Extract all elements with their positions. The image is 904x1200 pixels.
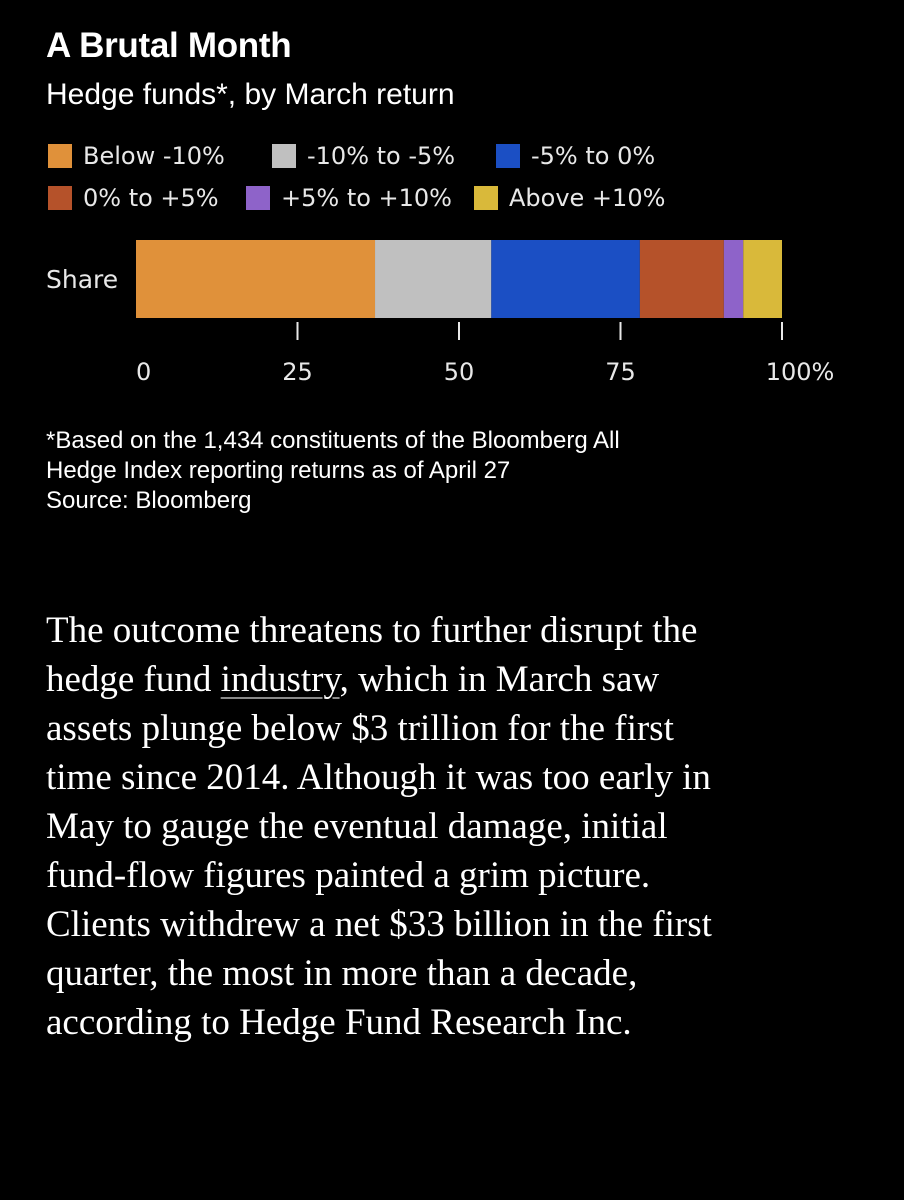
legend-swatch xyxy=(474,186,498,210)
x-tick-label: 100% xyxy=(766,358,835,386)
legend-item-minus-5-to-0: -5% to 0% xyxy=(496,142,655,170)
legend-swatch xyxy=(246,186,270,210)
article-line: fund-flow figures painted a grim picture… xyxy=(46,855,651,896)
legend-swatch xyxy=(48,144,72,168)
x-tick-label: 25 xyxy=(282,358,313,386)
footnote-line: Hedge Index reporting returns as of Apri… xyxy=(46,457,511,484)
legend-item-plus-5-to-plus-10: +5% to +10% xyxy=(246,184,452,212)
article-line: hedge fund industry, which in March saw xyxy=(46,655,876,704)
article-line: Clients withdrew a net $33 billion in th… xyxy=(46,904,712,945)
legend-swatch xyxy=(48,186,72,210)
footnote-line: *Based on the 1,434 constituents of the … xyxy=(46,427,620,454)
article-line: assets plunge below $3 trillion for the … xyxy=(46,708,674,749)
article-line: time since 2014. Although it was too ear… xyxy=(46,757,711,798)
legend-item-0-to-plus-5: 0% to +5% xyxy=(48,184,219,212)
source-line: Source: Bloomberg xyxy=(46,487,252,514)
bar-segment-0 xyxy=(136,240,376,318)
bar-segment-4 xyxy=(723,240,744,318)
legend-item-above-plus-10: Above +10% xyxy=(474,184,665,212)
legend-item-minus-10-to-minus-5: -10% to -5% xyxy=(272,142,455,170)
article-paragraph: The outcome threatens to further disrupt… xyxy=(46,606,876,1047)
legend-label: -5% to 0% xyxy=(531,142,656,170)
bar-segment-1 xyxy=(375,240,492,318)
chart-title: A Brutal Month xyxy=(46,26,292,65)
x-tick-label: 75 xyxy=(605,358,636,386)
bar-segment-5 xyxy=(743,240,782,318)
legend-label: 0% to +5% xyxy=(83,184,219,212)
legend-label: -10% to -5% xyxy=(307,142,456,170)
industry-link[interactable]: industry xyxy=(220,659,340,700)
chart-footnote: *Based on the 1,434 constituents of the … xyxy=(46,426,620,516)
legend-swatch xyxy=(272,144,296,168)
legend-item-below-minus-10: Below -10% xyxy=(48,142,225,170)
legend-label: Above +10% xyxy=(509,184,666,212)
bar-segment-2 xyxy=(491,240,640,318)
article-line: May to gauge the eventual damage, initia… xyxy=(46,806,668,847)
legend-label: Below -10% xyxy=(83,142,225,170)
legend-swatch xyxy=(496,144,520,168)
article-line: according to Hedge Fund Research Inc. xyxy=(46,1002,632,1043)
article-text: , which in March saw xyxy=(339,659,660,700)
legend-label: +5% to +10% xyxy=(281,184,452,212)
bar-segment-3 xyxy=(639,240,724,318)
article-text: hedge fund xyxy=(46,659,221,700)
article-line: quarter, the most in more than a decade, xyxy=(46,953,638,994)
stacked-bar-chart: Share 0 25 50 75 100% xyxy=(46,240,835,386)
category-label: Share xyxy=(46,265,118,294)
chart-subtitle: Hedge funds*, by March return xyxy=(46,78,455,111)
x-tick-label: 50 xyxy=(444,358,475,386)
article-line: The outcome threatens to further disrupt… xyxy=(46,610,698,651)
x-tick-label: 0 xyxy=(136,358,151,386)
